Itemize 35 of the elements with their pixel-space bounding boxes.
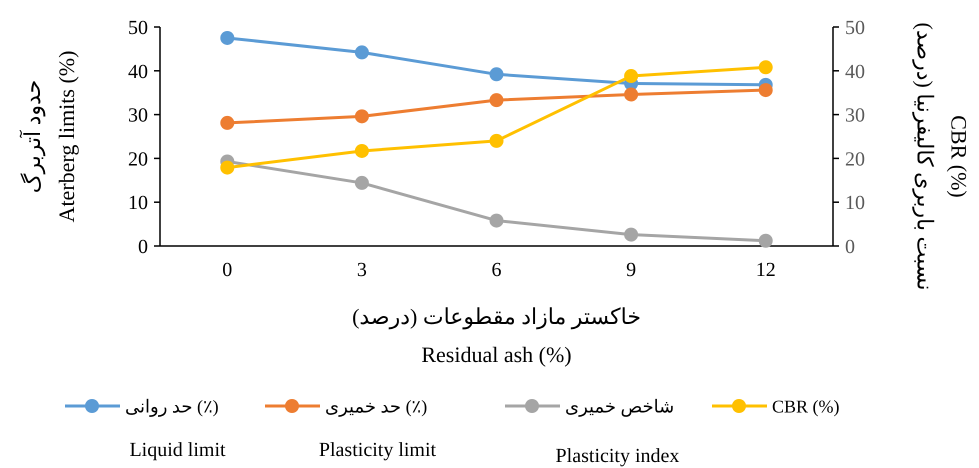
y-tick-label: 30 [128, 104, 148, 127]
y2-tick-label: 20 [845, 148, 865, 170]
point [758, 60, 773, 74]
point [220, 160, 234, 175]
point [624, 87, 638, 102]
point [490, 214, 504, 228]
x-tick-label: 9 [626, 259, 636, 281]
x-tick-label: 0 [222, 259, 232, 281]
y2-tick-label: 50 [845, 17, 865, 39]
y-tick-label: 20 [128, 148, 148, 170]
y-tick-label: 40 [128, 60, 148, 83]
point [624, 69, 638, 84]
point [624, 228, 638, 242]
point [220, 30, 234, 45]
y2-tick-label: 0 [845, 236, 855, 258]
point [490, 93, 504, 108]
y-tick-label: 50 [128, 17, 148, 39]
y2-tick-label: 30 [845, 104, 865, 127]
point [354, 144, 369, 158]
point [354, 109, 369, 124]
point [758, 83, 773, 98]
legend-label: CBR (%) [772, 396, 840, 416]
y-tick-label: 0 [138, 236, 148, 258]
point [354, 176, 369, 190]
y2-tick-label: 40 [845, 60, 865, 83]
point [354, 45, 369, 60]
point [490, 134, 504, 148]
point [490, 67, 504, 82]
point [220, 116, 234, 130]
point [758, 234, 773, 248]
x-tick-label: 3 [356, 259, 367, 281]
x-tick-label: 12 [756, 259, 776, 281]
y-tick-label: 10 [128, 192, 148, 214]
y2-tick-label: 10 [845, 192, 865, 214]
x-tick-label: 6 [492, 259, 502, 281]
